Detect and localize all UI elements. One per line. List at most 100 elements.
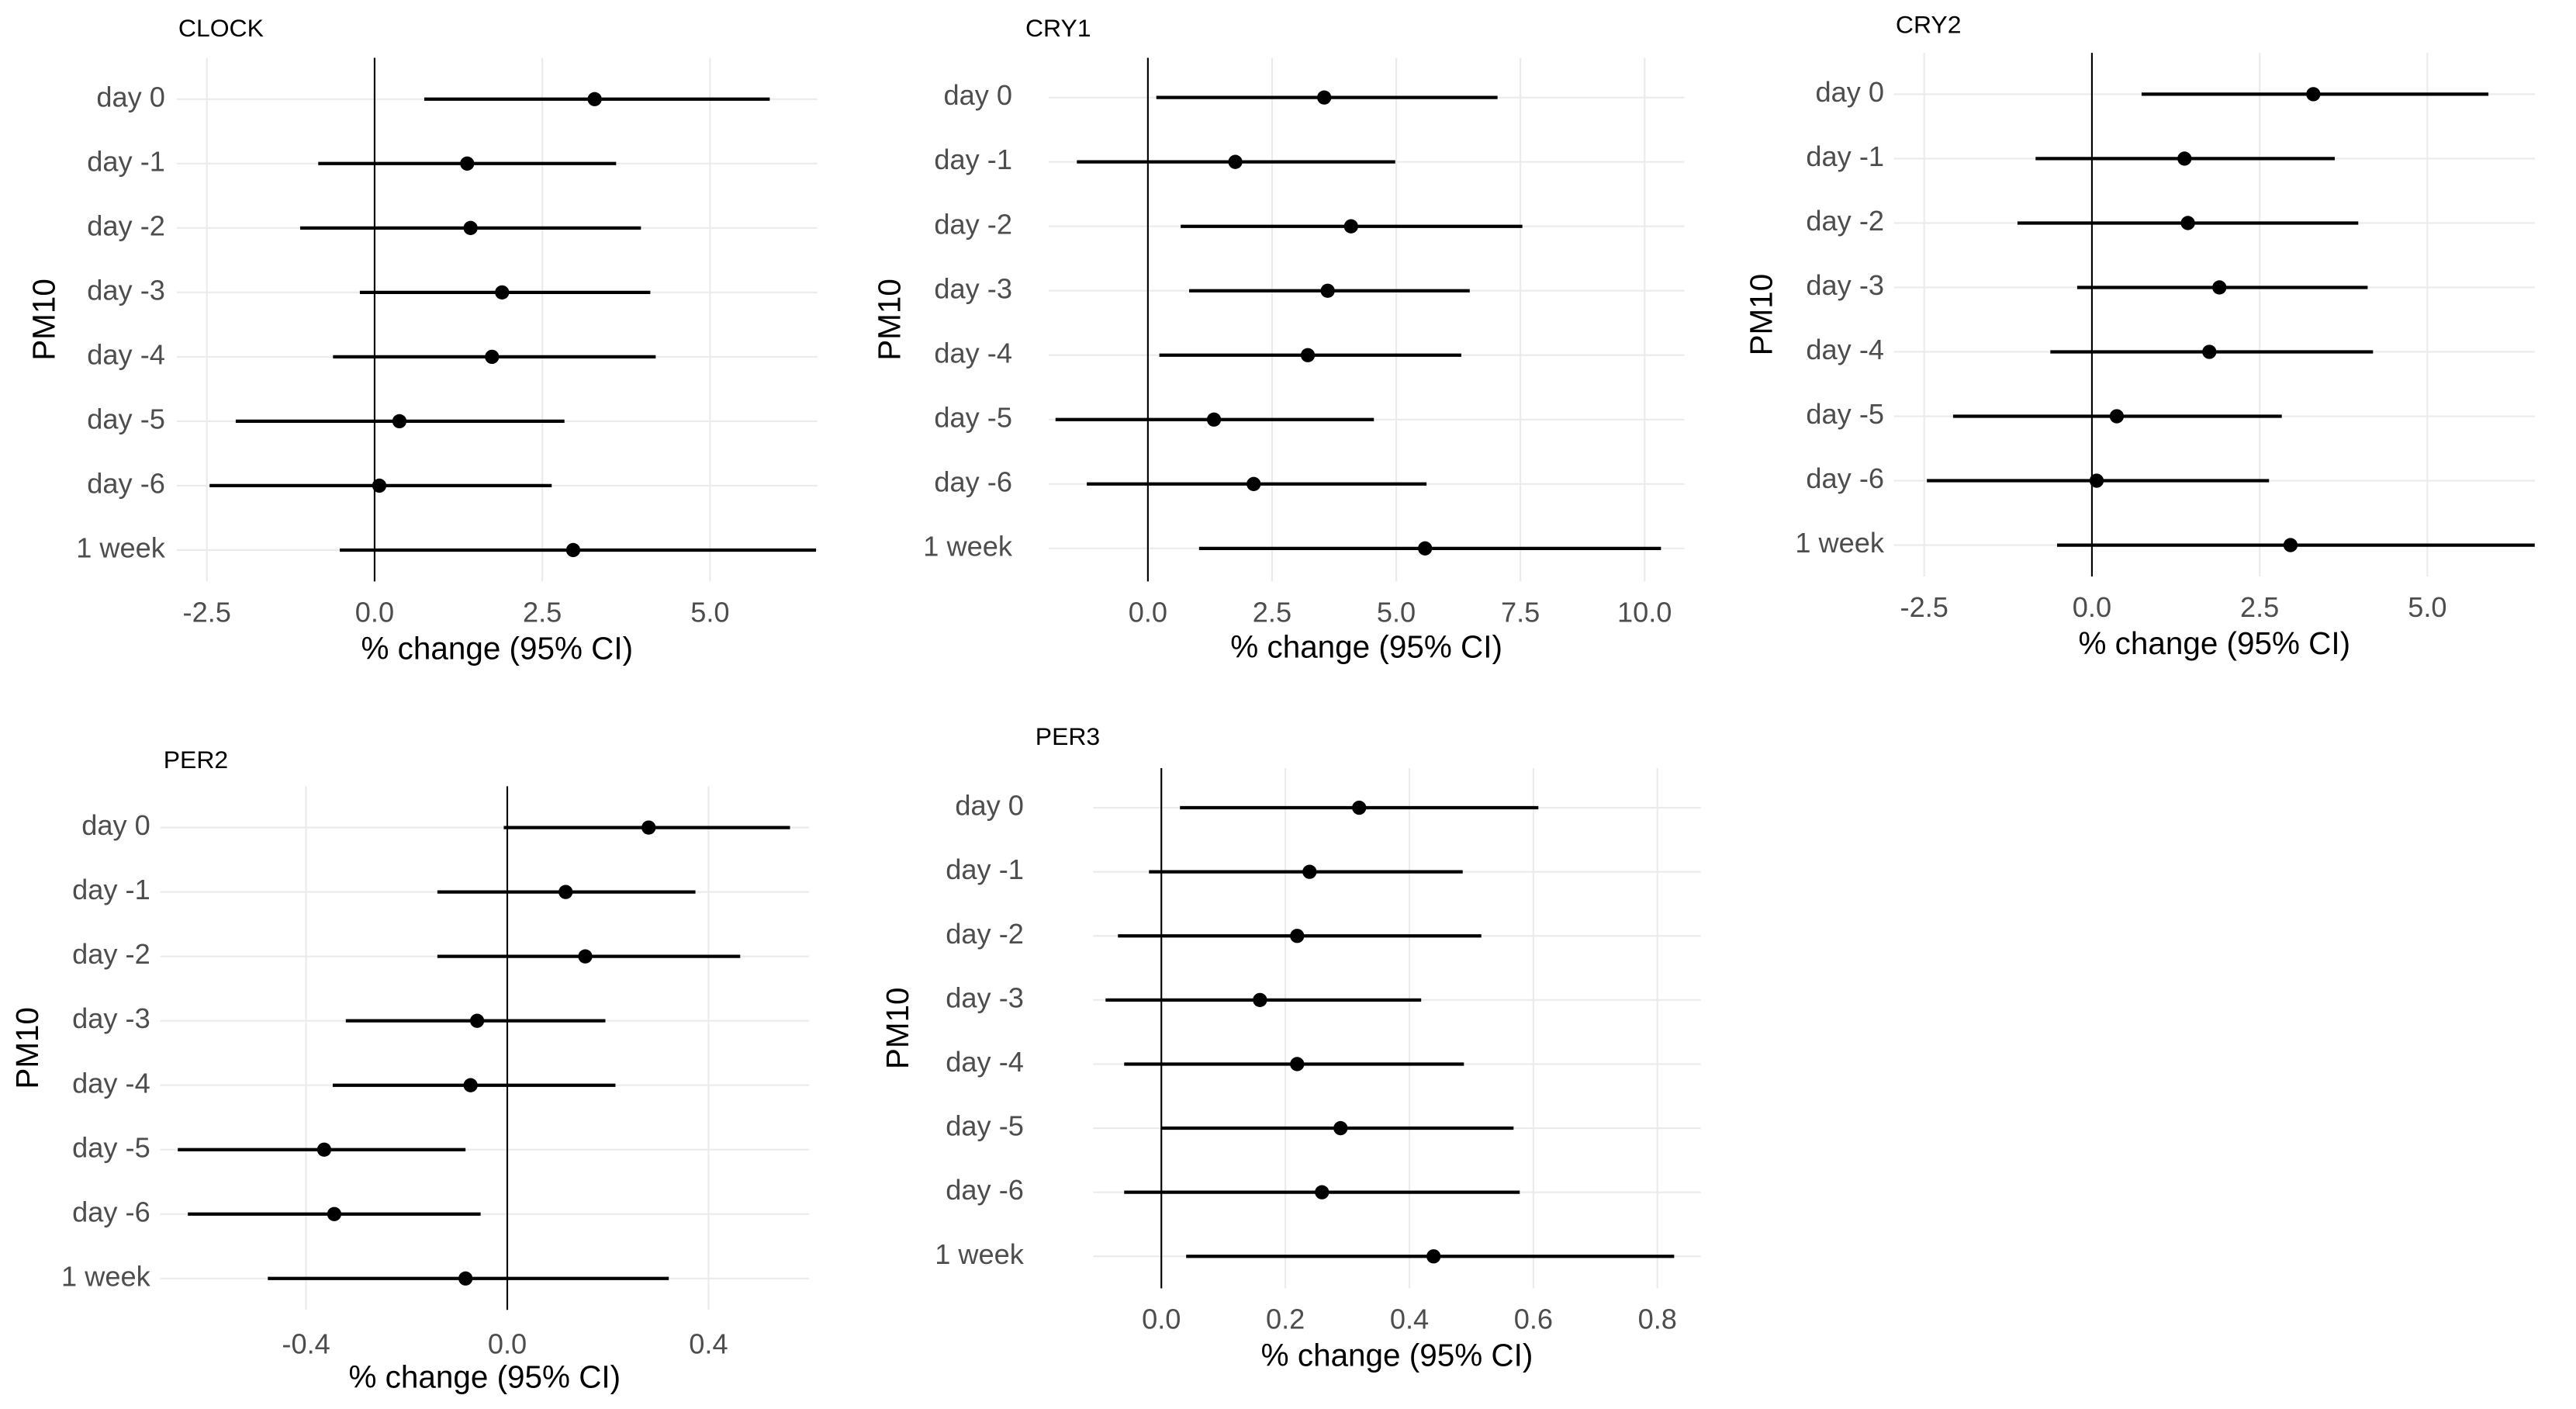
y-tick-label: day -3 [87, 274, 165, 306]
y-tick-label: day -3 [946, 981, 1024, 1013]
y-tick-label: day -2 [1806, 205, 1884, 237]
x-axis-title: % change (95% CI) [1230, 628, 1502, 664]
y-tick-label: day 0 [943, 79, 1012, 111]
x-tick-label: 2.5 [1253, 597, 1291, 628]
point-estimate [1206, 412, 1222, 427]
point-estimate [1343, 219, 1358, 234]
point-estimate [1352, 800, 1367, 815]
y-tick-label: day -5 [72, 1131, 150, 1163]
x-tick-label: 0.6 [1514, 1303, 1553, 1335]
panel: CRY1 0.0 2.5 5.0 7.5 10.0 day 0 day -1 day -2 day… [871, 14, 1685, 664]
point-estimate [1290, 1057, 1305, 1071]
x-tick-label: 0.0 [355, 597, 394, 628]
x-axis-title: % change (95% CI) [2078, 625, 2350, 661]
point-estimate [463, 220, 478, 235]
point-estimate [2283, 538, 2298, 552]
x-tick-label: 10.0 [1617, 597, 1672, 628]
x-tick-label: -2.5 [1900, 591, 1948, 623]
y-tick-label: day -5 [1806, 398, 1884, 430]
y-axis-title: PM10 [26, 279, 61, 361]
point-estimate [469, 1013, 485, 1028]
y-tick-label: 1 week [61, 1260, 151, 1292]
point-estimate [1426, 1249, 1441, 1264]
point-estimate [1290, 929, 1305, 943]
point-estimate [372, 478, 387, 493]
x-tick-label: -0.4 [282, 1328, 330, 1360]
x-axis-title: % change (95% CI) [1261, 1338, 1533, 1373]
point-estimate [2306, 87, 2321, 102]
point-estimate [558, 885, 573, 899]
panel-title: CRY1 [1025, 14, 1091, 42]
x-axis-title: % change (95% CI) [348, 1359, 621, 1394]
x-tick-label: 7.5 [1501, 597, 1540, 628]
point-estimate [587, 92, 602, 106]
x-tick-label: 0.0 [2073, 591, 2111, 623]
y-tick-label: day -2 [946, 918, 1024, 950]
y-axis-title: PM10 [1743, 274, 1779, 356]
point-estimate [1317, 90, 1332, 105]
y-tick-label: day -5 [87, 403, 165, 434]
point-estimate [463, 1078, 478, 1092]
point-estimate [1247, 476, 1261, 491]
point-estimate [2109, 409, 2125, 424]
y-tick-label: day -1 [934, 144, 1012, 175]
point-estimate [1300, 348, 1316, 362]
point-estimate [1333, 1120, 1348, 1136]
y-tick-label: day -4 [934, 337, 1012, 369]
y-tick-label: day 0 [955, 790, 1024, 822]
y-tick-label: day -4 [946, 1046, 1024, 1078]
panel: PER3 0.0 0.2 0.4 0.6 0.8 day 0 day -1 day -2 day … [880, 722, 1701, 1373]
point-estimate [327, 1206, 342, 1221]
panel: CLOCK -2.5 0.0 2.5 5.0 day 0 day -1 day -2 day -… [26, 14, 818, 666]
x-tick-label: 0.0 [1142, 1303, 1181, 1335]
point-estimate [460, 156, 475, 171]
panel: PER2 -0.4 0.0 0.4 day 0 day -1 day -2 day -3 day… [9, 746, 810, 1394]
y-tick-label: day 0 [96, 81, 165, 113]
panel-title: CLOCK [178, 14, 264, 42]
x-tick-label: 5.0 [1377, 597, 1416, 628]
point-estimate [1320, 283, 1335, 298]
panel-title: CRY2 [1896, 11, 1962, 39]
point-estimate [578, 949, 593, 964]
y-tick-label: day -6 [934, 466, 1012, 497]
y-tick-label: day 0 [1815, 76, 1884, 108]
point-estimate [565, 542, 581, 558]
x-axis-title: % change (95% CI) [361, 631, 633, 666]
panel: CRY2 -2.5 0.0 2.5 5.0 day 0 day -1 day -2 day -3… [1743, 11, 2535, 661]
panel-title: PER3 [1036, 722, 1100, 750]
point-estimate [2180, 216, 2195, 230]
y-tick-label: day -3 [934, 272, 1012, 304]
x-tick-label: 0.4 [1390, 1303, 1429, 1335]
y-tick-label: day -6 [72, 1196, 150, 1227]
y-tick-label: day -2 [72, 938, 150, 970]
y-tick-label: day -1 [87, 145, 165, 177]
y-tick-label: 1 week [76, 532, 166, 564]
point-estimate [1315, 1185, 1329, 1200]
y-tick-label: day -3 [1806, 269, 1884, 301]
y-tick-label: 1 week [923, 530, 1013, 562]
y-axis-title: PM10 [880, 987, 915, 1069]
y-tick-label: day -6 [87, 467, 165, 499]
y-tick-label: 1 week [935, 1238, 1025, 1270]
y-tick-label: day -4 [87, 338, 165, 370]
x-tick-label: 0.0 [488, 1328, 527, 1360]
point-estimate [458, 1271, 473, 1286]
x-tick-label: 0.0 [1129, 597, 1167, 628]
x-tick-label: 0.8 [1638, 1303, 1677, 1335]
y-tick-label: day -4 [72, 1067, 150, 1099]
y-tick-label: day -5 [934, 401, 1012, 433]
x-tick-label: 5.0 [690, 597, 729, 628]
y-tick-label: day -4 [1806, 334, 1884, 365]
y-tick-label: day -6 [946, 1174, 1024, 1206]
point-estimate [2202, 344, 2217, 359]
point-estimate [316, 1142, 332, 1157]
y-axis-title: PM10 [9, 1007, 45, 1089]
x-tick-label: 0.2 [1266, 1303, 1305, 1335]
point-estimate [1228, 154, 1243, 169]
y-tick-label: day -2 [934, 208, 1012, 240]
y-tick-label: 1 week [1795, 527, 1885, 559]
point-estimate [1418, 541, 1433, 556]
y-tick-label: day -3 [72, 1002, 150, 1034]
